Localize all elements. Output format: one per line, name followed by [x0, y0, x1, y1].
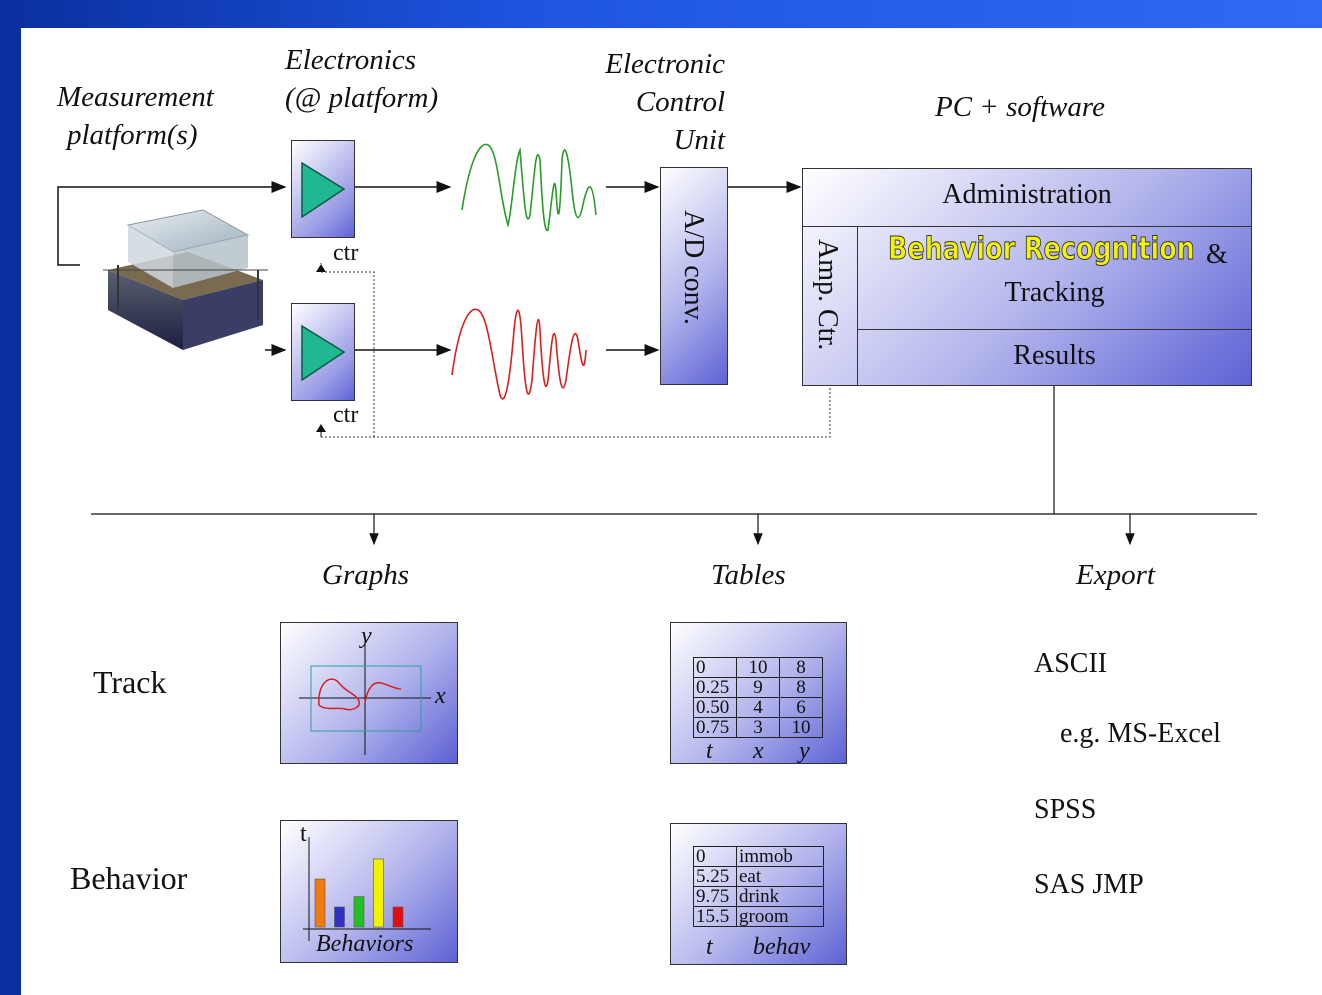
table-row: 5.25 eat [693, 866, 824, 887]
pc-header: PC + software [935, 91, 1105, 123]
table-row: 15.5 groom [693, 906, 824, 927]
track-row-label: Track [93, 664, 167, 700]
pc-software-block: Administration Amp. Ctr. Behavior Recogn… [802, 168, 1252, 386]
export-item-sas: SAS JMP [1034, 869, 1144, 900]
table-cell: 6 [779, 697, 823, 718]
administration-section: Administration [803, 169, 1251, 227]
amp-ctr-label: Amp. Ctr. [812, 239, 843, 351]
behavior-graph: t Behaviors [280, 820, 458, 963]
table-cell: 10 [736, 657, 780, 678]
table-row: 0.75 3 10 [693, 717, 823, 738]
behavior-bar [353, 896, 365, 928]
table-cell: immob [736, 846, 824, 867]
tables-header: Tables [711, 559, 786, 591]
table-row: 0 10 8 [693, 657, 823, 678]
table-cell: 15.5 [693, 906, 737, 927]
behavior-bar [392, 906, 404, 928]
table-cell: 9 [736, 677, 780, 698]
table-cell: 4 [736, 697, 780, 718]
behavior-x-axis-label: Behaviors [316, 931, 414, 957]
ad-conv-label: A/D conv. [678, 210, 709, 325]
behavior-recognition-label: Behavior Recognition [888, 231, 1196, 268]
behavior-bar [334, 906, 345, 928]
track-x-axis-label: x [435, 683, 446, 709]
behav-table-footer-t: t [706, 934, 713, 960]
administration-label: Administration [942, 179, 1112, 210]
ampersand-label: & [1206, 239, 1228, 270]
amplifier-triangle-icon [301, 324, 346, 382]
track-graph-plot [299, 641, 431, 755]
table-cell: 0 [693, 657, 737, 678]
behavior-bar [373, 858, 384, 928]
track-table-footer-y: y [799, 738, 810, 764]
table-cell: 0.75 [693, 717, 737, 738]
amp-ctr-section: Amp. Ctr. [803, 227, 858, 385]
table-cell: 3 [736, 717, 780, 738]
behavior-bar [314, 878, 326, 928]
signal-red [451, 308, 587, 400]
export-header: Export [1076, 559, 1155, 591]
measurement-platform-photo [103, 209, 268, 350]
measurement-header: Measurement platform(s) [57, 81, 214, 151]
behav-table-box: 0 immob 5.25 eat 9.75 drink 15.5 groom t behav [670, 823, 847, 965]
table-cell: 5.25 [693, 866, 737, 887]
tracking-label: Tracking [858, 277, 1251, 309]
table-cell: 0.25 [693, 677, 737, 698]
behav-table: 0 immob 5.25 eat 9.75 drink 15.5 groom [693, 846, 824, 927]
table-cell: 0 [693, 846, 737, 867]
tracking-text: Tracking [1004, 277, 1105, 308]
track-graph: y x [280, 622, 458, 764]
table-cell: drink [736, 886, 824, 907]
track-table-box: 0 10 8 0.25 9 8 0.50 4 6 0.75 3 10 t x y [670, 622, 847, 764]
results-label: Results [1013, 340, 1096, 371]
table-cell: 0.50 [693, 697, 737, 718]
graphs-header: Graphs [322, 559, 410, 591]
ctr-label-bottom: ctr [333, 402, 359, 428]
track-table-footer-x: x [753, 738, 764, 764]
table-row: 0.50 4 6 [693, 697, 823, 718]
ad-converter-box: A/D conv. [660, 167, 728, 385]
export-item-ascii: ASCII [1034, 648, 1108, 679]
amplifier-bottom [291, 303, 355, 401]
track-table: 0 10 8 0.25 9 8 0.50 4 6 0.75 3 10 [693, 657, 823, 738]
table-row: 9.75 drink [693, 886, 824, 907]
behavior-row-label: Behavior [70, 860, 188, 896]
table-row: 0.25 9 8 [693, 677, 823, 698]
table-cell: 10 [779, 717, 823, 738]
recognition-section: Behavior Recognition & Tracking [858, 227, 1251, 330]
electronics-header: Electronics (@ platform) [285, 44, 439, 114]
behav-table-footer-behav: behav [753, 934, 811, 960]
behavior-bar-chart [303, 837, 431, 941]
table-cell: 9.75 [693, 886, 737, 907]
signal-green [461, 143, 597, 232]
track-table-footer-t: t [706, 738, 713, 764]
track-y-axis-label: y [361, 623, 372, 649]
behavior-t-axis-label: t [300, 821, 307, 847]
table-cell: 8 [779, 677, 823, 698]
table-cell: 8 [779, 657, 823, 678]
table-cell: eat [736, 866, 824, 887]
amplifier-top [291, 140, 355, 238]
table-row: 0 immob [693, 846, 824, 867]
export-item-spss: SPSS [1034, 794, 1097, 825]
amplifier-triangle-icon [301, 161, 346, 219]
ctr-label-top: ctr [333, 240, 359, 266]
results-section: Results [858, 330, 1251, 385]
ecu-header: Electronic Control Unit [605, 48, 725, 156]
table-cell: groom [736, 906, 824, 927]
export-item-excel: e.g. MS-Excel [1060, 718, 1221, 749]
